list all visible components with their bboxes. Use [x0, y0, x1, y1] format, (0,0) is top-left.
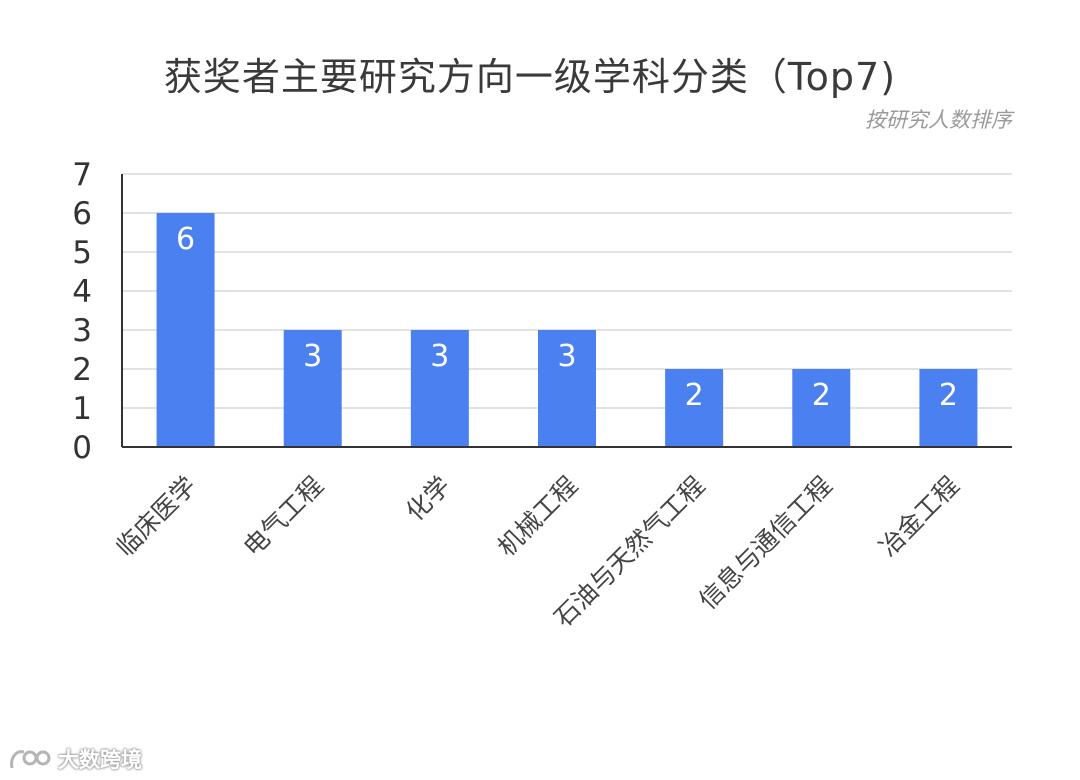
- watermark-text: 大数跨境: [58, 748, 142, 772]
- brand-logo-icon: [10, 750, 51, 769]
- chart-subtitle: 按研究人数排序: [865, 108, 1012, 132]
- y-tick-label: 5: [72, 235, 92, 271]
- watermark: 大数跨境: [8, 744, 142, 774]
- data-label: 3: [430, 339, 449, 374]
- axes: [121, 174, 1012, 448]
- x-tick-label: 电气工程: [238, 471, 329, 562]
- bar: [919, 369, 978, 447]
- bar: [283, 330, 342, 447]
- y-tick-label: 2: [72, 352, 92, 388]
- data-label: 2: [939, 378, 958, 413]
- x-tick-label: 冶金工程: [873, 471, 964, 562]
- data-label: 3: [557, 339, 576, 374]
- bar: [665, 369, 724, 447]
- y-tick-label: 4: [72, 274, 92, 310]
- chart-title: 获奖者主要研究方向一级学科分类（Top7): [163, 55, 897, 99]
- bar: [410, 330, 469, 447]
- x-tick-label: 化学: [400, 471, 456, 527]
- bars: [156, 213, 978, 447]
- x-tick-label: 临床医学: [111, 471, 202, 562]
- y-tick-label: 6: [72, 196, 92, 232]
- bar: [156, 213, 215, 447]
- bar: [792, 369, 851, 447]
- data-label: 6: [176, 222, 195, 257]
- data-label: 2: [685, 378, 704, 413]
- data-label: 2: [812, 378, 831, 413]
- y-tick-label: 1: [72, 391, 92, 427]
- bar: [538, 330, 596, 447]
- x-tick-label: 机械工程: [492, 471, 583, 562]
- y-tick-label: 0: [72, 430, 92, 466]
- data-labels: 6 3 3 3 2 2 2: [176, 222, 958, 413]
- x-tick-label: 信息与通信工程: [693, 471, 837, 615]
- y-tick-label: 3: [72, 313, 92, 349]
- data-label: 3: [303, 339, 322, 374]
- y-tick-label: 7: [72, 157, 92, 193]
